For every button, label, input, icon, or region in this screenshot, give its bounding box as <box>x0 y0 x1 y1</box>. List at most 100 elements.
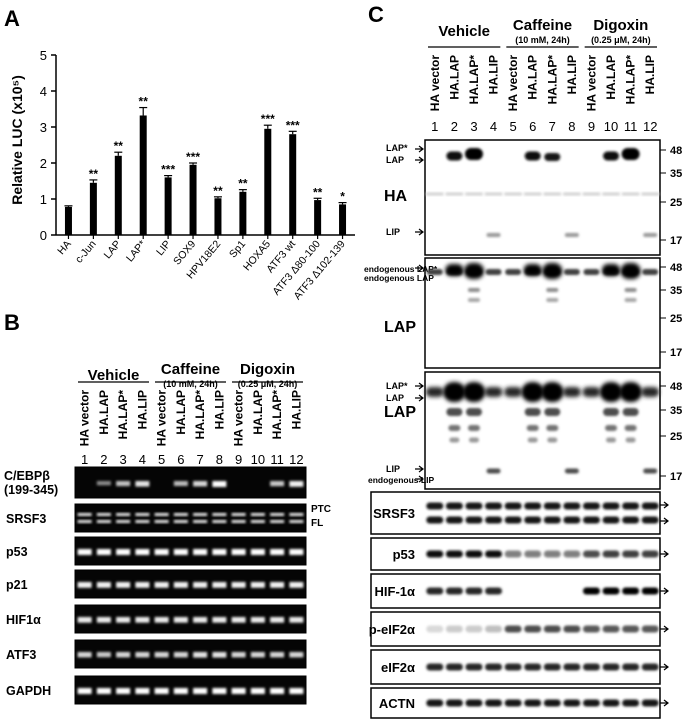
gel-band <box>154 549 169 555</box>
blot-band <box>446 151 463 161</box>
blot-label: SRSF3 <box>373 506 415 521</box>
blot-band <box>582 387 601 397</box>
lip-label: LIP <box>386 464 400 474</box>
blot-label: ACTN <box>379 696 415 711</box>
gel-label: p21 <box>6 578 28 592</box>
gel-band <box>270 617 285 623</box>
blot-band <box>527 437 538 443</box>
significance-label: *** <box>161 163 175 177</box>
y-tick-label: 1 <box>40 192 47 207</box>
blot-band <box>524 663 542 671</box>
arrow-icon <box>415 145 424 153</box>
mw-label: 25 <box>670 431 682 443</box>
group-label: Digoxin <box>240 361 295 378</box>
gel-band <box>270 520 285 523</box>
group-label: Caffeine <box>513 17 572 34</box>
mw-label: 48 <box>670 145 682 157</box>
endo-lap-label: endogenous LAP <box>364 273 434 283</box>
mw-label: 48 <box>670 262 682 274</box>
mw-label: 17 <box>670 347 682 359</box>
blot-band <box>524 516 542 524</box>
blot-band <box>624 288 637 292</box>
group-sublabel: (10 mM, 24h) <box>515 35 570 45</box>
arrow-icon <box>660 663 669 671</box>
blot-label: HIF-1α <box>375 584 416 599</box>
gel-band <box>289 549 304 555</box>
lane-label: HA.LIP <box>565 55 579 94</box>
blot-band <box>582 550 600 558</box>
blot-band <box>563 625 581 633</box>
bar <box>239 191 247 235</box>
gel-band <box>154 513 169 516</box>
blot-band <box>524 699 542 707</box>
lane-number: 7 <box>549 119 556 134</box>
blot-label: p53 <box>393 547 415 562</box>
gel-band <box>173 652 188 658</box>
gel-background <box>74 569 307 599</box>
arrow-icon <box>415 475 424 483</box>
lane-number: 9 <box>588 119 595 134</box>
arrow-icon <box>415 465 424 473</box>
x-tick-label: HA <box>55 238 74 257</box>
gel-band <box>250 617 265 623</box>
gel-band <box>250 652 265 658</box>
blot-band <box>641 387 660 397</box>
blot-band <box>426 516 444 524</box>
blot-small: p53 <box>370 537 669 571</box>
gel-band <box>289 617 304 623</box>
blot-band <box>465 516 483 524</box>
gel-band <box>231 513 246 516</box>
gel-band <box>96 582 111 588</box>
y-tick-label: 2 <box>40 156 47 171</box>
blot-band <box>523 192 542 196</box>
blot-frame <box>424 257 661 369</box>
gel-band <box>212 652 227 658</box>
gel-band <box>193 652 208 658</box>
x-tick-label: LIP <box>154 238 173 258</box>
lane-label: HA.LIP <box>487 55 501 94</box>
blot-band <box>602 502 620 510</box>
gel-band <box>231 652 246 658</box>
blot-band <box>641 550 659 558</box>
lane-label: HA vector <box>155 390 169 447</box>
blot-band <box>425 387 444 397</box>
blot-band <box>642 269 659 275</box>
blot-band <box>643 233 658 237</box>
x-tick-label: Sp1 <box>227 238 248 260</box>
significance-label: ** <box>89 167 99 181</box>
gel-band <box>135 582 150 588</box>
blot-band <box>467 425 480 431</box>
gel-label: HIF1α <box>6 613 41 627</box>
gel-band <box>270 688 285 694</box>
lane-label: HA vector <box>232 390 246 447</box>
arrow-icon <box>415 156 424 164</box>
blot-band <box>464 192 483 196</box>
blot-band <box>426 269 443 275</box>
lane-label: HA.LAP <box>604 55 618 100</box>
endo-lip-label: endogenous LIP <box>368 475 434 485</box>
blot-band <box>484 192 503 196</box>
panel-b-letter: B <box>4 310 20 335</box>
gel-row: C/EBPβ(199-345) <box>4 466 307 499</box>
lane-label: HA.LIP <box>289 390 303 429</box>
gel-band <box>154 688 169 694</box>
blot-band <box>426 663 444 671</box>
blot-band <box>602 192 621 196</box>
gel-background <box>74 466 307 499</box>
blot-title: LAP <box>384 404 416 421</box>
gel-row: GAPDH <box>6 675 307 705</box>
blot-band <box>463 263 484 279</box>
gel-band <box>231 617 246 623</box>
blot-small: p-eIF2α <box>369 611 669 647</box>
endo-lapstar-label: endogenous LAP* <box>364 264 438 274</box>
group-sublabel: (0.25 μM, 24h) <box>238 379 298 389</box>
gel-band <box>212 617 227 623</box>
blot-band <box>446 408 463 416</box>
blot-band <box>504 502 522 510</box>
gel-band <box>289 688 304 694</box>
lane-label: HA vector <box>584 55 598 112</box>
x-tick-label: LAP* <box>124 238 149 264</box>
gel-band <box>250 582 265 588</box>
gel-band <box>173 513 188 516</box>
